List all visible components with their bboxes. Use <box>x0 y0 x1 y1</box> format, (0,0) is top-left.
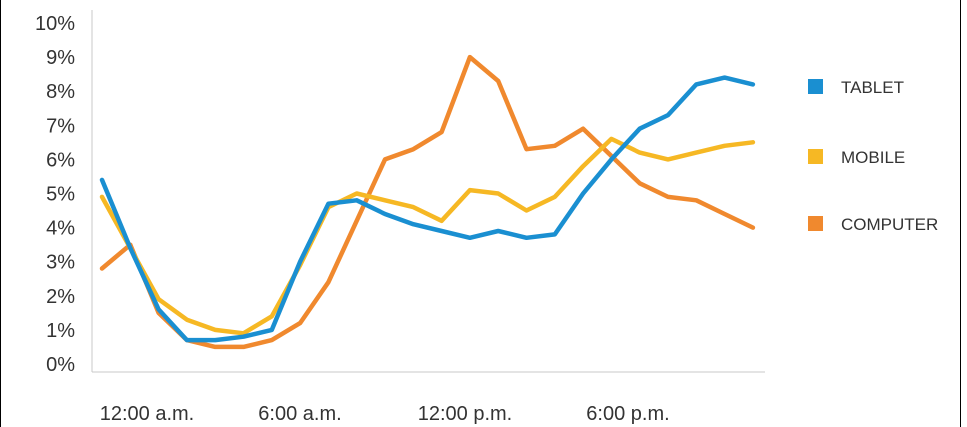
legend-label-tablet: TABLET <box>841 78 904 97</box>
series-line-tablet <box>99 75 756 343</box>
y-tick-label: 8% <box>46 81 75 103</box>
y-tick-label: 2% <box>46 286 75 308</box>
chart-axes <box>91 10 765 373</box>
y-tick-label: 1% <box>46 320 75 342</box>
legend-label-mobile: MOBILE <box>841 148 905 167</box>
series-line-mobile <box>99 136 756 336</box>
y-tick-label: 10% <box>35 13 75 35</box>
legend-label-computer: COMPUTER <box>841 215 938 234</box>
x-tick-label: 12:00 p.m. <box>418 403 513 425</box>
x-tick-label: 6:00 p.m. <box>586 403 669 425</box>
x-tick-label: 6:00 a.m. <box>258 403 341 425</box>
y-tick-label: 3% <box>46 252 75 274</box>
y-tick-label: 5% <box>46 184 75 206</box>
x-tick-label: 12:00 a.m. <box>100 403 195 425</box>
series-line-computer <box>99 54 756 350</box>
legend-swatch-mobile <box>808 149 823 164</box>
y-tick-label: 6% <box>46 149 75 171</box>
frame-left-border <box>0 0 1 427</box>
legend-swatch-computer <box>808 216 823 231</box>
series-lines <box>99 54 756 350</box>
y-tick-label: 0% <box>46 354 75 376</box>
legend: TABLET MOBILE COMPUTER <box>808 78 938 234</box>
y-tick-label: 7% <box>46 115 75 137</box>
x-axis-ticks: 12:00 a.m. 6:00 a.m. 12:00 p.m. 6:00 p.m. <box>100 403 670 425</box>
y-axis-ticks: 0% 1% 2% 3% 4% 5% 6% 7% 8% 9% 10% <box>35 13 75 376</box>
y-tick-label: 4% <box>46 218 75 240</box>
y-tick-label: 9% <box>46 47 75 69</box>
frame-right-border <box>960 0 961 427</box>
legend-swatch-tablet <box>808 79 823 94</box>
